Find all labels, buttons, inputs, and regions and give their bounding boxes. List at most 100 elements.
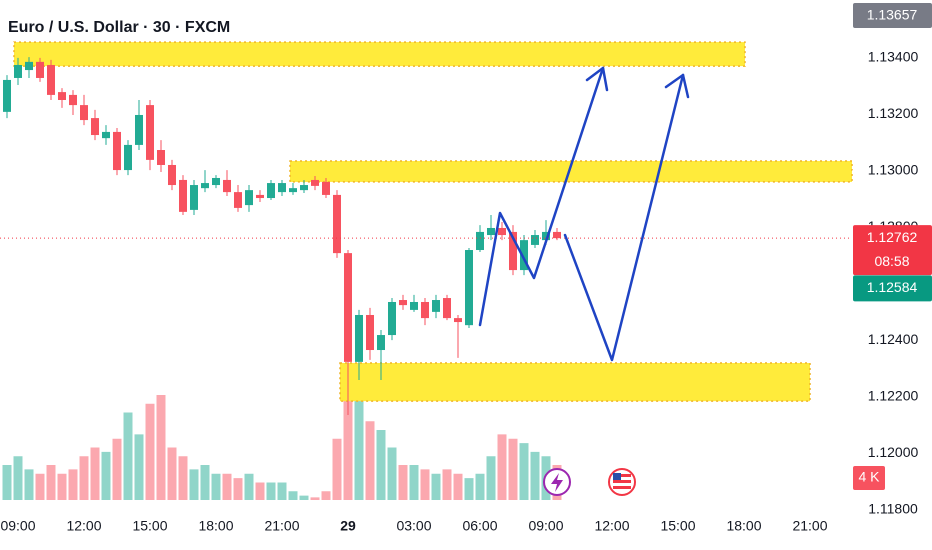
x-tick-label: 15:00 xyxy=(132,518,167,534)
projection-path xyxy=(478,66,605,327)
candle-body xyxy=(80,105,88,121)
arrow-head xyxy=(585,66,609,92)
x-tick-label: 06:00 xyxy=(462,518,497,534)
candle-body xyxy=(531,235,539,245)
volume-bar xyxy=(486,456,496,500)
volume-bar xyxy=(156,395,166,500)
arrow-head xyxy=(664,73,690,99)
volume-bar xyxy=(530,451,540,500)
volume-bar xyxy=(35,473,45,500)
marker-price-label: 1.12584 xyxy=(867,279,918,295)
x-tick-label: 15:00 xyxy=(660,518,695,534)
volume-bar xyxy=(222,473,232,500)
candle-body xyxy=(443,298,451,319)
y-tick-label: 1.11800 xyxy=(868,501,918,517)
volume-bar xyxy=(167,447,177,500)
volume-bar xyxy=(343,377,353,500)
candle-body xyxy=(36,61,44,78)
y-tick-label: 1.12400 xyxy=(868,331,919,347)
volume-bar xyxy=(277,482,287,500)
candle-body xyxy=(344,253,352,362)
candle-body xyxy=(146,105,154,160)
volume-bar xyxy=(244,473,254,500)
volume-bar xyxy=(332,438,342,500)
candle-body xyxy=(278,183,286,193)
volume-bar xyxy=(112,438,122,500)
volume-bar xyxy=(101,451,111,500)
x-tick-label: 09:00 xyxy=(528,518,563,534)
volume-bar xyxy=(365,421,375,500)
candle-body xyxy=(366,314,374,351)
candle-body xyxy=(201,183,209,189)
y-tick-label: 1.13200 xyxy=(868,105,919,121)
volume-bar xyxy=(46,465,56,500)
candle-body xyxy=(300,185,308,191)
candle-body xyxy=(509,231,517,271)
volume-bar xyxy=(178,456,188,500)
x-tick-label: 03:00 xyxy=(396,518,431,534)
current-price-label: 1.12762 xyxy=(867,229,918,245)
volume-bar xyxy=(134,434,144,500)
volume-label: 4 K xyxy=(858,469,880,485)
volume-bar xyxy=(508,438,518,500)
candle-body xyxy=(245,190,253,206)
candle-body xyxy=(421,301,429,319)
volume-bar xyxy=(145,403,155,500)
high-price-label: 1.13657 xyxy=(867,7,918,23)
candle-body xyxy=(102,131,110,139)
volume-bar xyxy=(464,478,474,500)
candle-body xyxy=(58,92,66,101)
candle-body xyxy=(388,301,396,336)
volume-bar xyxy=(13,456,23,500)
candle-body xyxy=(377,335,385,351)
high-price-badge xyxy=(853,3,932,28)
candle-body xyxy=(553,231,561,239)
candle-body xyxy=(465,250,473,326)
candle-body xyxy=(267,183,275,199)
x-tick-label: 18:00 xyxy=(726,518,761,534)
y-tick-label: 1.12000 xyxy=(868,444,919,460)
candle-body xyxy=(212,177,220,186)
volume-badge xyxy=(853,466,885,490)
candle-body xyxy=(47,64,55,95)
x-tick-label: 12:00 xyxy=(594,518,629,534)
candle-body xyxy=(498,227,506,236)
volume-bar xyxy=(189,469,199,500)
volume-bar xyxy=(519,443,529,500)
candle-body xyxy=(113,131,121,171)
candle-body xyxy=(256,194,264,199)
x-tick-label: 21:00 xyxy=(264,518,299,534)
volume-bar xyxy=(497,434,507,500)
event-icon xyxy=(543,468,571,496)
marker-price-badge xyxy=(853,275,932,302)
chart-title: Euro / U.S. Dollar · 30 · FXCM xyxy=(8,19,230,36)
candle-body xyxy=(69,94,77,106)
candle-layer xyxy=(0,57,852,415)
candle-body xyxy=(223,179,231,193)
volume-bar xyxy=(90,447,100,500)
volume-bar xyxy=(431,473,441,500)
volume-bar xyxy=(442,469,452,500)
candle-body xyxy=(520,240,528,271)
volume-bar xyxy=(288,491,298,500)
candle-body xyxy=(157,150,165,165)
candle-body xyxy=(322,181,330,195)
volume-bar xyxy=(310,497,320,500)
price-zone xyxy=(339,362,811,402)
event-icon xyxy=(608,468,636,496)
candle-body xyxy=(135,114,143,145)
volume-bar xyxy=(200,465,210,500)
x-tick-label: 12:00 xyxy=(66,518,101,534)
candle-body xyxy=(91,118,99,136)
volume-bar xyxy=(409,465,419,500)
volume-bar xyxy=(79,456,89,500)
candle-body xyxy=(410,301,418,310)
x-tick-label: 18:00 xyxy=(198,518,233,534)
volume-bar xyxy=(354,395,364,500)
candle-body xyxy=(289,188,297,193)
volume-bar xyxy=(376,430,386,500)
axis-layer: 1.118001.120001.122001.124001.126001.128… xyxy=(0,3,932,534)
volume-bar xyxy=(24,469,34,500)
projection-drawing xyxy=(478,66,690,362)
